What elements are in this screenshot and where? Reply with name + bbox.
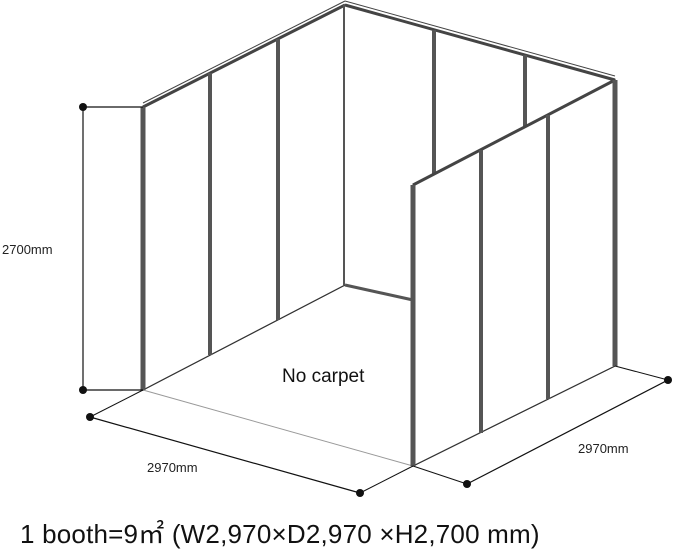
width-label: 2970mm — [147, 460, 198, 475]
height-label: 2700mm — [2, 242, 53, 257]
height-dimension: 2700mm — [2, 103, 143, 394]
right-side-wall — [410, 78, 618, 467]
back-left-wall — [140, 0, 347, 391]
depth-label: 2970mm — [578, 441, 629, 456]
width-dimension: 2970mm — [86, 389, 414, 497]
depth-dimension: 2970mm — [412, 365, 672, 488]
floor-label: No carpet — [282, 366, 365, 387]
booth-caption: 1 booth=9㎡ (W2,970×D2,970 ×H2,700 mm) — [20, 519, 540, 549]
